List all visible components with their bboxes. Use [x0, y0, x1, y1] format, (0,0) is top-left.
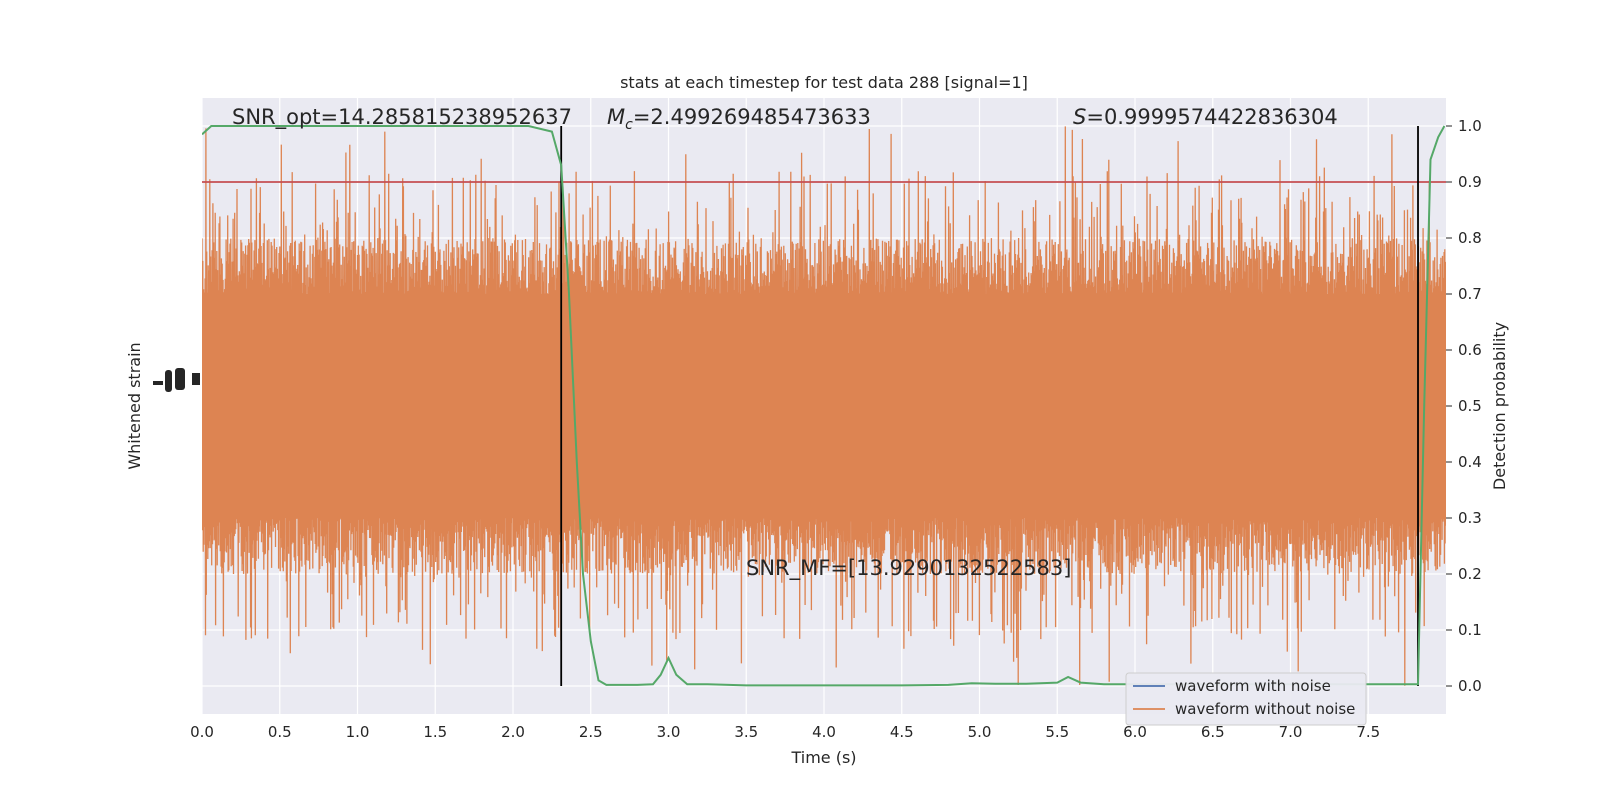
y-tick-label: 0.9 — [1458, 173, 1482, 191]
annotation-snr-opt: SNR_opt=14.285815238952637 — [232, 105, 572, 130]
y-tick-label: 0.5 — [1458, 397, 1482, 415]
x-tick-label: 0.0 — [190, 723, 214, 741]
x-tick-label: 6.5 — [1201, 723, 1225, 741]
x-tick-label: 4.5 — [890, 723, 914, 741]
y-tick-label: 0.6 — [1458, 341, 1482, 359]
y-axis-label-right: Detection probability — [1490, 322, 1509, 490]
y-tick-label: 0.0 — [1458, 677, 1482, 695]
left-tick-mark — [165, 370, 172, 392]
x-axis-label: Time (s) — [790, 748, 856, 767]
x-tick-label: 6.0 — [1123, 723, 1147, 741]
x-tick-label: 3.5 — [734, 723, 758, 741]
spin-value: =0.9999574422836304 — [1086, 105, 1337, 129]
chart-title: stats at each timestep for test data 288… — [620, 73, 1028, 92]
annotation-snr-mf: SNR_MF=[13.9290132522583] — [746, 556, 1071, 581]
x-tick-label: 4.0 — [812, 723, 836, 741]
y-tick-label: 0.3 — [1458, 509, 1482, 527]
annotation-chirp-mass: Mc=2.499269485473633 — [607, 105, 871, 133]
legend-label-without-noise: waveform without noise — [1175, 700, 1355, 718]
annotation-spin: S=0.9999574422836304 — [1073, 105, 1338, 129]
y-tick-label: 1.0 — [1458, 117, 1482, 135]
left-axis-ticks — [153, 368, 200, 392]
x-tick-label: 5.0 — [968, 723, 992, 741]
x-tick-label: 7.0 — [1279, 723, 1303, 741]
x-tick-label: 1.0 — [346, 723, 370, 741]
spin-symbol: S — [1073, 105, 1086, 129]
legend-box — [1125, 672, 1367, 726]
left-tick-mark — [192, 373, 200, 385]
x-tick-label: 0.5 — [268, 723, 292, 741]
y-tick-label: 0.8 — [1458, 229, 1482, 247]
ticks-layer: 0.0 0.5 1.0 1.5 2.0 2.5 3.0 3.5 4.0 4.5 5.0 5.5 6.0 6… — [190, 117, 1482, 741]
x-tick-label: 3.0 — [657, 723, 681, 741]
strain-waveform-without-noise — [202, 126, 1446, 686]
legend: waveform with noise waveform without noi… — [1125, 672, 1367, 726]
y-tick-label: 0.4 — [1458, 453, 1482, 471]
chirp-mass-symbol: M — [607, 105, 625, 129]
x-tick-label: 7.5 — [1356, 723, 1380, 741]
x-tick-label: 5.5 — [1045, 723, 1069, 741]
y-tick-label: 0.2 — [1458, 565, 1482, 583]
left-tick-mark — [175, 368, 185, 390]
chirp-mass-subscript: c — [625, 117, 633, 133]
y-tick-label: 0.7 — [1458, 285, 1482, 303]
strain-series-layer — [202, 126, 1446, 686]
left-tick-mark — [153, 381, 163, 385]
x-tick-label: 2.0 — [501, 723, 525, 741]
y-axis-label-left: Whitened strain — [125, 342, 144, 469]
legend-label-with-noise: waveform with noise — [1175, 677, 1331, 695]
y-tick-label: 0.1 — [1458, 621, 1482, 639]
x-tick-label: 2.5 — [579, 723, 603, 741]
x-tick-label: 1.5 — [423, 723, 447, 741]
chirp-mass-value: =2.499269485473633 — [633, 105, 871, 129]
